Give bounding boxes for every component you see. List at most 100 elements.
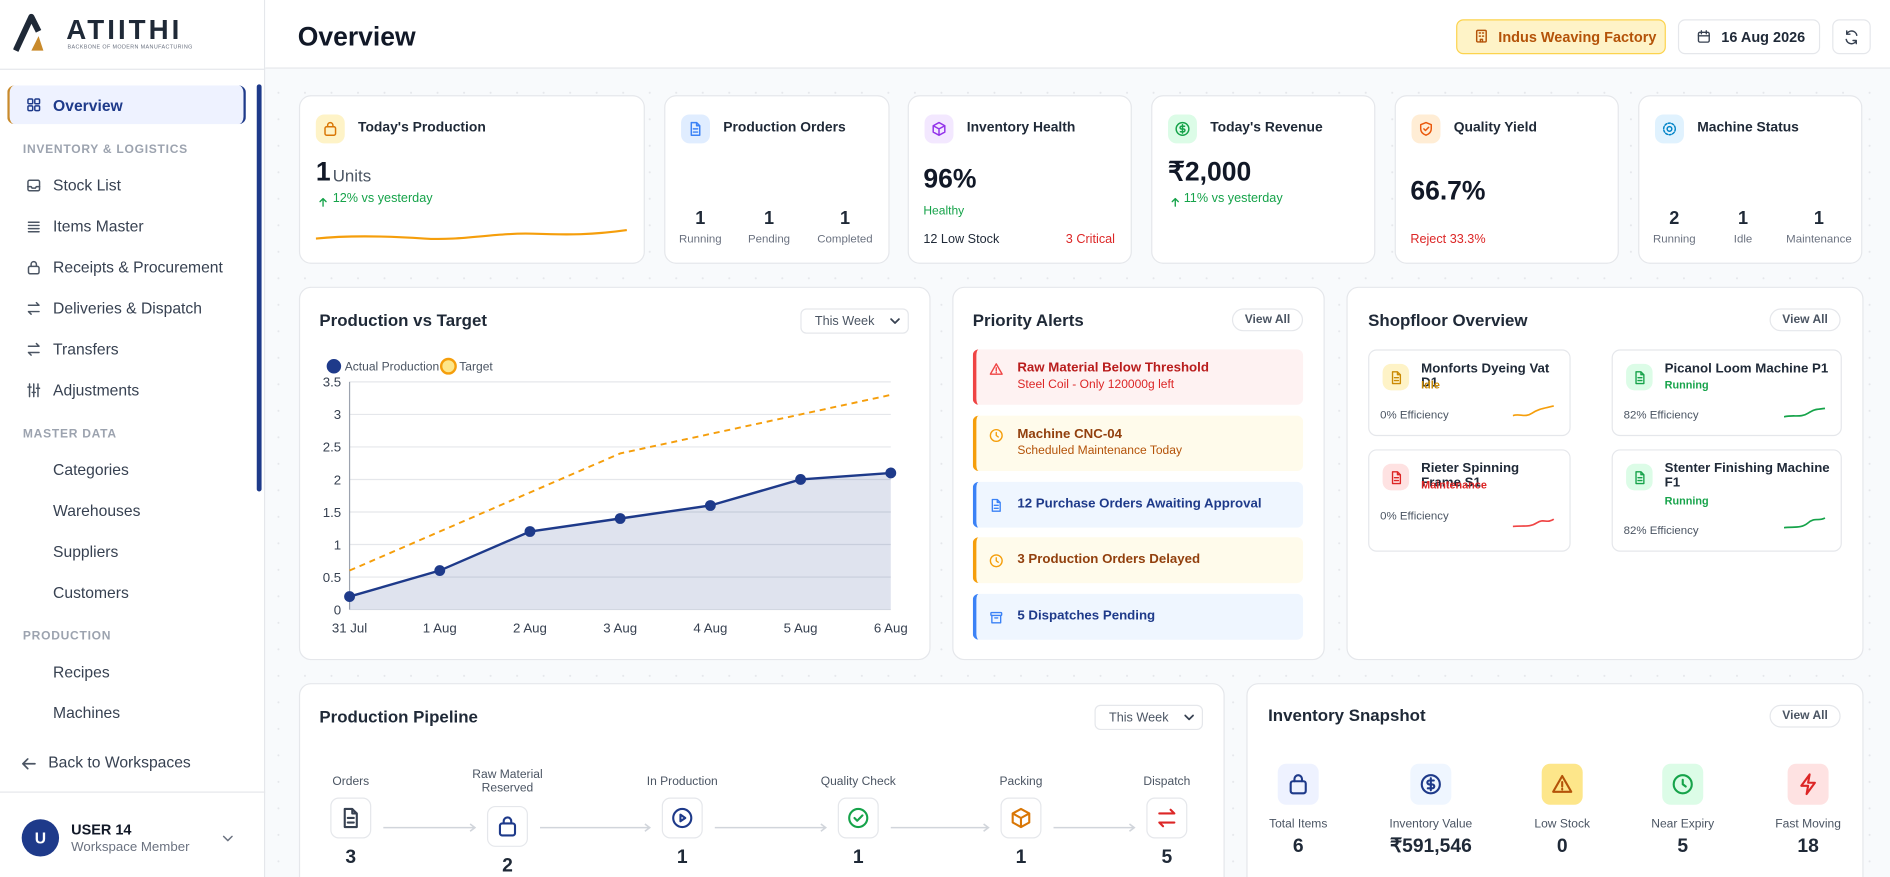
view-all-button[interactable]	[1769, 704, 1841, 728]
icon-box	[1662, 763, 1704, 805]
chart-title: Production vs Target	[319, 310, 487, 330]
kpi-card	[1638, 95, 1863, 264]
icon-box	[1146, 797, 1188, 839]
nav-item[interactable]: Suppliers	[53, 542, 119, 561]
nav-item[interactable]: Receipts & Procurement	[53, 258, 223, 277]
filter-dropdown[interactable]	[1094, 704, 1203, 731]
y-tick-label: 3.5	[323, 375, 341, 390]
icon-slot	[988, 428, 1004, 444]
x-tick-label: 1 Aug	[423, 620, 457, 635]
icon	[989, 553, 1003, 567]
icon-slot	[1169, 193, 1181, 207]
factory-name: Indus Weaving Factory	[1498, 28, 1657, 46]
icon-box	[1277, 763, 1319, 805]
back-link[interactable]: Back to Workspaces	[48, 753, 191, 772]
x-tick-label: 4 Aug	[693, 620, 727, 635]
nav-section-title: INVENTORY & LOGISTICS	[22, 143, 188, 157]
panel-title: Shopfloor Overview	[1368, 310, 1528, 330]
icon	[1634, 470, 1644, 484]
kpi-value: ₹2,000	[1168, 156, 1252, 187]
icon-slot	[19, 754, 38, 773]
icon	[848, 807, 869, 829]
alert-title: 5 Dispatches Pending	[1017, 608, 1156, 624]
logo-mark	[13, 13, 44, 52]
nav-item[interactable]: Adjustments	[53, 380, 140, 400]
kpi-value: 1	[315, 156, 331, 187]
nav-item[interactable]: Customers	[53, 583, 129, 602]
point	[434, 565, 446, 576]
nav-item[interactable]: Categories	[53, 460, 129, 479]
nav-item[interactable]: Transfers	[53, 339, 119, 359]
stage-count: 1	[852, 847, 864, 868]
stage-count: 1	[676, 847, 688, 868]
kpi-title: Production Orders	[723, 120, 846, 136]
nav-item[interactable]: Warehouses	[53, 501, 141, 520]
stage-label: Orders	[332, 775, 370, 789]
nav-item-active[interactable]	[7, 85, 246, 125]
icon-box	[1168, 114, 1197, 144]
nav-item[interactable]: Stock List	[53, 176, 121, 195]
icon-slot	[25, 382, 42, 399]
y-tick-label: 1	[334, 537, 341, 552]
metric-value: 0	[1556, 836, 1568, 858]
user-menu[interactable]	[219, 830, 236, 847]
machine-efficiency: 0% Efficiency	[1380, 509, 1449, 524]
filter-label: This Week	[1108, 709, 1169, 725]
filter-dropdown[interactable]	[800, 308, 909, 334]
kpi-title: Inventory Health	[966, 120, 1076, 136]
icon	[1391, 370, 1401, 384]
stat-label: Running	[679, 232, 722, 247]
alert-item[interactable]	[972, 349, 1304, 405]
factory-button[interactable]	[1456, 19, 1666, 55]
metric-value: 5	[1677, 836, 1689, 858]
icon	[989, 428, 1003, 443]
icon	[1672, 774, 1693, 795]
icon-box	[486, 805, 528, 847]
machine-efficiency: 82% Efficiency	[1623, 408, 1699, 423]
icon-box	[1410, 763, 1452, 805]
avatar	[21, 819, 60, 857]
nav-item[interactable]: Deliveries & Dispatch	[53, 299, 202, 318]
legend-label: Actual Production	[345, 359, 439, 373]
metric-label: Low Stock	[1534, 817, 1591, 832]
icon-slot	[1473, 28, 1490, 45]
icon-box	[1626, 463, 1653, 491]
stage-count: 1	[1015, 847, 1027, 868]
kpi-value: 66.7%	[1410, 175, 1486, 206]
alert-item[interactable]	[972, 593, 1304, 640]
y-tick-label: 0.5	[323, 570, 341, 585]
view-all-button[interactable]	[1231, 308, 1304, 332]
icon-box	[1655, 114, 1684, 144]
avatar-initial: U	[34, 828, 47, 847]
machine-card[interactable]	[1611, 349, 1842, 437]
nav-item[interactable]: Items Master	[53, 217, 144, 236]
icon-slot	[1696, 29, 1712, 45]
machine-name: Monforts Dyeing Vat D1	[1421, 361, 1550, 391]
stage-count: 3	[345, 847, 357, 868]
nav-section-title: MASTER DATA	[22, 427, 117, 441]
metric-value: ₹591,546	[1389, 836, 1472, 858]
icon	[990, 611, 1003, 623]
icon	[1697, 30, 1710, 43]
icon-box	[1382, 463, 1410, 491]
icon	[1011, 807, 1031, 829]
user-name: USER 14	[71, 821, 132, 839]
icon	[27, 342, 40, 356]
refresh-button[interactable]	[1832, 19, 1871, 55]
nav-item[interactable]: Recipes	[53, 662, 110, 681]
alert-item[interactable]	[972, 415, 1304, 472]
icon	[690, 121, 701, 136]
icon	[1634, 370, 1644, 384]
icon-box	[1000, 797, 1042, 839]
legend-swatch	[439, 357, 457, 375]
icon	[22, 758, 36, 770]
alert-item[interactable]	[972, 481, 1304, 528]
alert-item[interactable]	[972, 537, 1304, 584]
view-all-button[interactable]	[1769, 308, 1841, 332]
icon	[1662, 122, 1677, 136]
kpi-status: Healthy	[923, 204, 965, 219]
icon-box	[1382, 363, 1410, 391]
date-button[interactable]	[1677, 19, 1821, 55]
machine-status: Maintenance	[1421, 478, 1487, 492]
nav-item[interactable]: Machines	[53, 703, 121, 722]
